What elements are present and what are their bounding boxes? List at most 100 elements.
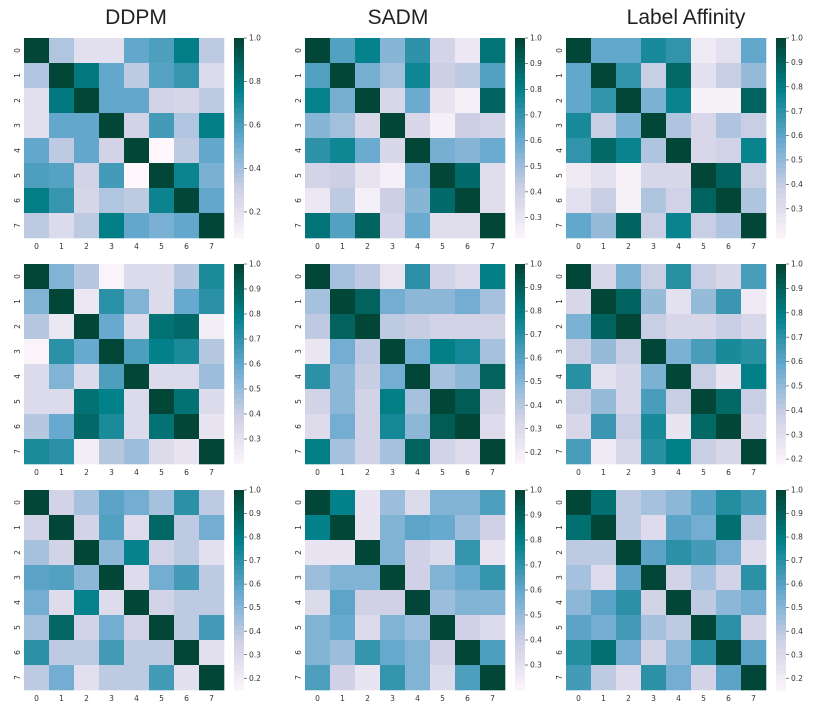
colorbar-segment <box>515 228 525 234</box>
heatmap-panel-r2-c1: 0 0 1 1 2 2 3 3 4 4 5 5 6 6 7 7 1.0 0.9 0.8 0.7 0.6 0.5 0.4 0.3 <box>294 486 542 703</box>
heatmap-cell <box>74 364 100 390</box>
y-tick-label: 1 <box>294 73 303 78</box>
colorbar-segment <box>515 78 525 84</box>
colorbar-segment <box>776 269 786 275</box>
heatmap-cell <box>174 565 200 591</box>
heatmap-cell <box>741 188 767 214</box>
colorbar-tick-label: 0.7 <box>791 107 803 116</box>
heatmap-cell <box>741 138 767 164</box>
colorbar-segment <box>515 670 525 676</box>
heatmap-cell <box>741 314 767 340</box>
heatmap-cell <box>199 264 225 290</box>
heatmap-cell <box>455 439 481 465</box>
x-tick-label: 5 <box>440 468 445 477</box>
y-tick-label: 5 <box>555 173 564 178</box>
colorbar-segment <box>234 324 244 330</box>
colorbar-tick-label: 0.5 <box>791 156 803 165</box>
heatmap-cell <box>405 289 431 315</box>
colorbar-segment <box>234 540 244 546</box>
heatmap-cell <box>74 565 100 591</box>
colorbar-segment <box>234 68 244 74</box>
colorbar-segment <box>515 389 525 395</box>
heatmap-cell <box>174 188 200 214</box>
heatmap-cell <box>149 88 175 114</box>
y-tick-label: 3 <box>555 575 564 580</box>
heatmap-cell <box>591 113 617 139</box>
colorbar-segment <box>776 495 786 501</box>
heatmap-cell <box>74 665 100 691</box>
heatmap-cell <box>24 314 50 340</box>
colorbar-segment <box>776 650 786 656</box>
heatmap-cell <box>355 163 381 189</box>
heatmap-cell <box>330 490 356 516</box>
colorbar-segment <box>776 490 786 496</box>
y-tick-label: 1 <box>555 525 564 530</box>
heatmap-cell <box>355 314 381 340</box>
heatmap-cell <box>305 339 331 365</box>
heatmap-cell <box>99 213 125 239</box>
colorbar-segment <box>234 304 244 310</box>
colorbar-segment <box>776 53 786 59</box>
colorbar-segment <box>515 495 525 501</box>
heatmap-cell <box>124 590 150 616</box>
colorbar-segment <box>234 349 244 355</box>
heatmap-cell <box>430 414 456 440</box>
heatmap-cell <box>199 314 225 340</box>
heatmap-cell <box>74 314 100 340</box>
y-tick-label: 4 <box>555 148 564 153</box>
heatmap-cell <box>455 38 481 64</box>
heatmap-cell <box>430 264 456 290</box>
colorbar-segment <box>515 645 525 651</box>
heatmap-cell <box>174 213 200 239</box>
colorbar-segment <box>776 63 786 69</box>
heatmap-cell <box>741 389 767 415</box>
x-tick-label: 2 <box>626 468 631 477</box>
heatmap-cell <box>330 314 356 340</box>
colorbar-segment <box>515 158 525 164</box>
heatmap-cell <box>330 213 356 239</box>
heatmap-cell <box>691 63 717 89</box>
heatmap-cell <box>330 289 356 315</box>
y-tick-label: 4 <box>294 600 303 605</box>
heatmap-cell <box>666 163 692 189</box>
heatmap-cell <box>666 88 692 114</box>
heatmap-cell <box>124 615 150 641</box>
heatmap-cell <box>716 439 742 465</box>
colorbar-tick-label: 0.6 <box>530 354 542 363</box>
x-tick-label: 0 <box>576 242 581 251</box>
colorbar-segment <box>234 434 244 440</box>
y-tick-label: 6 <box>555 198 564 203</box>
heatmap-cell <box>174 264 200 290</box>
colorbar-segment <box>776 58 786 64</box>
x-tick-label: 6 <box>465 468 470 477</box>
heatmap-cell <box>99 515 125 541</box>
heatmap-cell <box>591 163 617 189</box>
heatmap-cell <box>24 113 50 139</box>
colorbar-segment <box>776 439 786 445</box>
colorbar-segment <box>776 113 786 119</box>
colorbar-segment <box>234 264 244 270</box>
colorbar-segment <box>515 404 525 410</box>
colorbar-segment <box>234 650 244 656</box>
heatmap-cell <box>124 490 150 516</box>
heatmap-cell <box>99 490 125 516</box>
colorbar-segment <box>776 500 786 506</box>
colorbar-segment <box>234 665 244 671</box>
colorbar-segment <box>515 218 525 224</box>
heatmap-cell <box>455 314 481 340</box>
colorbar-segment <box>515 364 525 370</box>
y-tick-label: 6 <box>13 198 22 203</box>
heatmap-cell <box>24 590 50 616</box>
heatmap-cell <box>74 113 100 139</box>
heatmap-cell <box>74 640 100 666</box>
x-tick-label: 4 <box>415 468 420 477</box>
colorbar-segment <box>515 123 525 129</box>
colorbar-segment <box>234 590 244 596</box>
heatmap-cell <box>405 364 431 390</box>
heatmap-cell <box>405 665 431 691</box>
colorbar-segment <box>515 570 525 576</box>
heatmap-cell <box>330 113 356 139</box>
colorbar-segment <box>515 98 525 104</box>
heatmap-cell <box>616 289 642 315</box>
heatmap-cell <box>716 640 742 666</box>
